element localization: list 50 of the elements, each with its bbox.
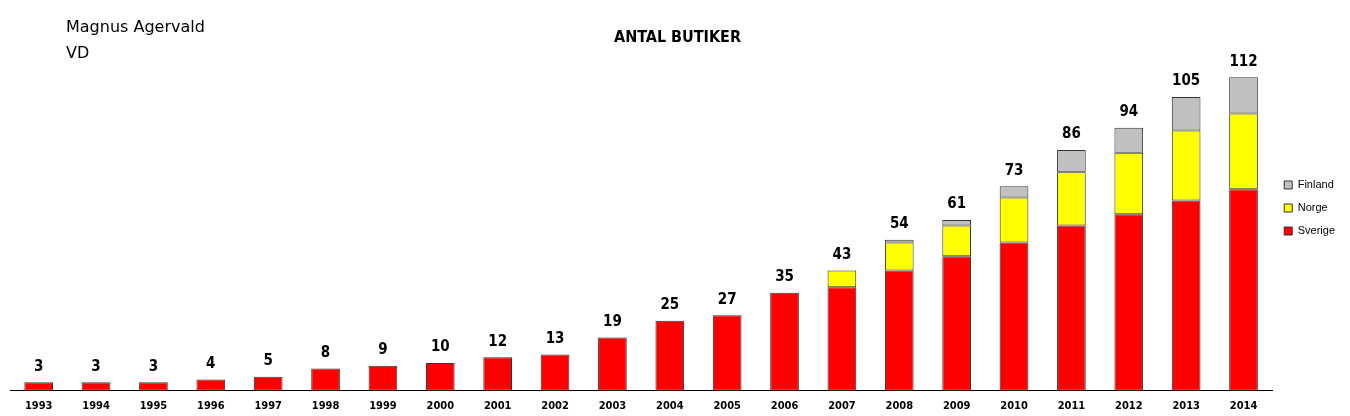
text: VD — [66, 42, 91, 64]
x-tick-label: 1998 — [311, 399, 340, 413]
x-tick-label: 2000 — [426, 399, 455, 413]
annotation: 112 — [1229, 51, 1258, 70]
annotation: 13 — [545, 328, 565, 347]
annotation: 10 — [430, 337, 450, 356]
x-tick-label: 2008 — [885, 399, 914, 413]
annotation: 86 — [1062, 124, 1081, 143]
annotation: 61 — [947, 194, 967, 213]
annotation: 27 — [717, 289, 737, 308]
annotation: 4 — [206, 353, 216, 372]
annotation: 105 — [1172, 71, 1201, 90]
legend-label: Norge — [1297, 201, 1328, 214]
annotation: 25 — [660, 295, 680, 314]
x-tick-label: 1994 — [82, 399, 110, 413]
x-tick-label: 2011 — [1057, 399, 1086, 413]
x-tick-label: 2009 — [942, 399, 971, 413]
x-tick-label: 1996 — [197, 399, 225, 413]
text: Magnus Agervald — [66, 16, 205, 38]
x-tick-label: 2005 — [713, 399, 742, 413]
annotation: 3 — [148, 356, 159, 375]
x-tick-label: 1993 — [24, 399, 53, 413]
x-tick-label: 2004 — [656, 399, 684, 413]
x-tick-label: 1999 — [369, 399, 397, 413]
annotation: 5 — [263, 351, 273, 370]
x-tick-label: 2002 — [541, 399, 569, 413]
annotation: 8 — [320, 342, 331, 361]
annotation: 19 — [603, 311, 622, 330]
x-tick-label: 2001 — [483, 399, 512, 413]
annotation: 3 — [33, 356, 44, 375]
x-tick-label: 2010 — [1000, 399, 1028, 413]
chart-title: ANTAL BUTIKER — [614, 26, 741, 46]
x-tick-label: 2007 — [828, 399, 856, 413]
x-tick-label: 2012 — [1115, 399, 1143, 413]
annotation: 43 — [832, 244, 852, 263]
annotation: 12 — [488, 331, 508, 350]
legend-label: Sverige — [1297, 224, 1335, 237]
x-tick-label: 2014 — [1229, 399, 1258, 413]
annotation: 94 — [1119, 102, 1139, 121]
x-tick-label: 1995 — [139, 399, 168, 413]
x-tick-label: 2006 — [770, 399, 799, 413]
annotation: 54 — [889, 214, 909, 233]
x-tick-label: 1997 — [254, 399, 283, 413]
x-tick-label: 2013 — [1172, 399, 1201, 413]
annotation: 73 — [1004, 160, 1024, 179]
annotation: 3 — [91, 356, 101, 375]
annotation: 9 — [378, 340, 388, 359]
legend-label: Finland — [1297, 178, 1334, 191]
annotation: 35 — [775, 267, 794, 286]
x-tick-label: 2003 — [598, 399, 627, 413]
